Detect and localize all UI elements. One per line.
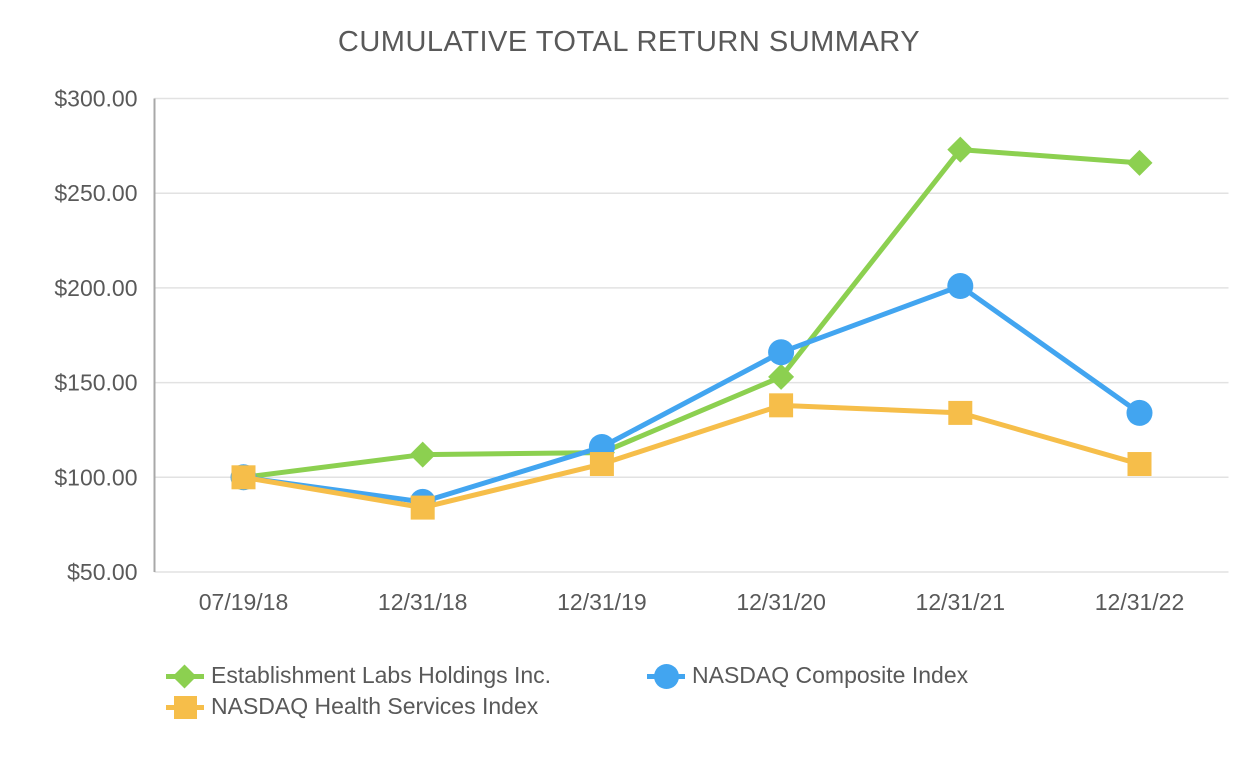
data-point-diamond [768,363,795,390]
data-point-square [948,400,973,425]
data-point-square [410,495,435,520]
series-line-0 [243,147,1140,480]
data-point-diamond [947,136,974,163]
square-marker-icon [166,693,204,721]
legend-label: NASDAQ Composite Index [692,662,969,688]
legend-row: Establishment Labs Holdings Inc. NASDAQ … [166,660,968,691]
data-point-circle [1126,399,1153,426]
circle-marker-icon [647,662,685,690]
chart-svg: $300.00 $250.00 $200.00 $150.00 $100.00 $50.0… [54,86,1229,615]
legend-label: Establishment Labs Holdings Inc. [211,662,552,688]
data-point-square [589,452,614,477]
y-tick-label: $250.00 [54,180,137,206]
y-tick-label: $50.00 [67,559,137,585]
y-tick-label: $300.00 [54,86,137,112]
x-tick-label: 12/31/21 [916,589,1006,615]
data-point-circle [768,339,795,366]
legend-item-establishment-labs: Establishment Labs Holdings Inc. [166,662,647,690]
y-tick-label: $200.00 [54,275,137,301]
diamond-marker-icon [166,662,204,690]
legend-row: NASDAQ Health Services Index [166,691,968,722]
data-point-square [231,465,256,490]
data-point-square [1127,452,1152,477]
x-tick-label: 12/31/19 [557,589,647,615]
x-tick-label: 12/31/18 [378,589,468,615]
data-point-circle [947,273,974,300]
legend-item-nasdaq-composite: NASDAQ Composite Index [647,662,968,690]
chart-legend: Establishment Labs Holdings Inc. NASDAQ … [166,660,968,722]
chart-title: CUMULATIVE TOTAL RETURN SUMMARY [337,26,921,58]
y-tick-label: $150.00 [54,370,137,396]
data-point-diamond [409,441,436,468]
x-tick-label: 12/31/20 [736,589,826,615]
data-point-square [769,393,794,418]
series-line-2 [243,402,1141,511]
series-line-1 [243,283,1141,505]
x-tick-label: 12/31/22 [1095,589,1185,615]
data-point-diamond [1126,149,1153,176]
y-tick-label: $100.00 [54,464,137,490]
legend-label: NASDAQ Health Services Index [211,693,539,719]
x-tick-label: 07/19/18 [199,589,289,615]
legend-item-nasdaq-health-services: NASDAQ Health Services Index [166,693,538,721]
